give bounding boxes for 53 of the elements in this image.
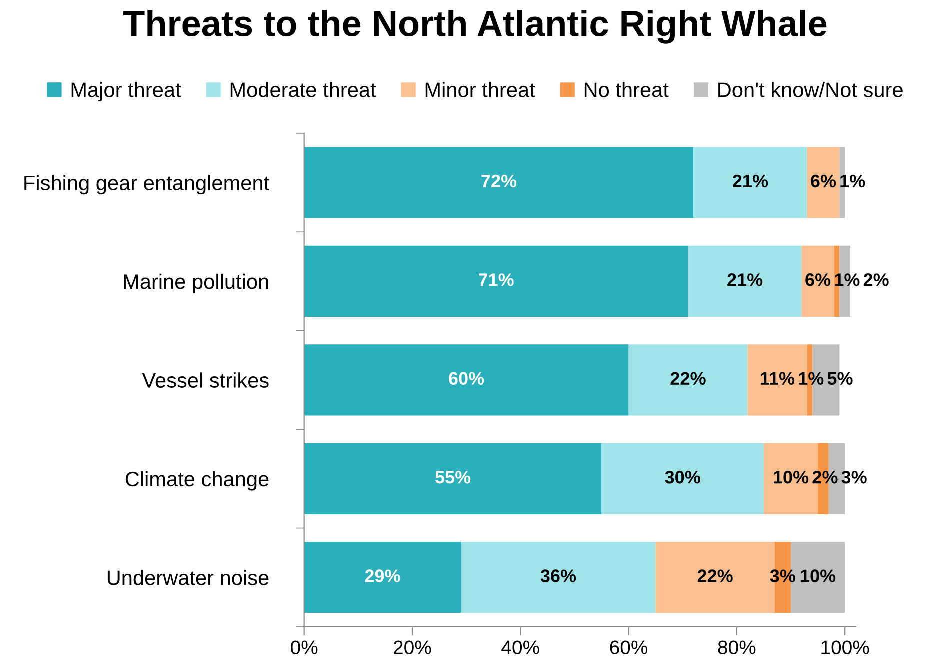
y-tick-label: Marine pollution <box>124 274 268 294</box>
bar <box>802 246 834 318</box>
legend-label: Don't know/Not sure <box>718 82 903 98</box>
x-tick-label: 60% <box>610 640 648 654</box>
y-tick-label: Fishing gear entanglement <box>24 175 270 195</box>
bar <box>304 147 694 218</box>
bar <box>688 246 802 318</box>
data-label: 36% <box>540 570 576 582</box>
bar <box>694 147 808 218</box>
data-label: 2% <box>812 470 838 484</box>
data-label: 5% <box>828 372 853 386</box>
y-tick-label: Underwater noise <box>108 570 269 586</box>
bar <box>628 344 748 416</box>
data-label: 3% <box>842 470 867 484</box>
bar <box>807 147 840 218</box>
data-label: 29% <box>365 570 400 582</box>
bar <box>461 542 656 614</box>
y-tick-label: Climate change <box>126 471 269 491</box>
bar <box>304 443 602 514</box>
legend-label: Minor threat <box>426 82 536 98</box>
data-label: 22% <box>670 372 706 385</box>
data-label: 60% <box>449 372 484 386</box>
x-tick-label: 80% <box>718 640 756 654</box>
bar <box>304 246 688 318</box>
x-tick-label: 0% <box>291 640 318 654</box>
y-tick-label: Vessel strikes <box>142 372 269 388</box>
data-label: 72% <box>482 174 517 188</box>
data-label: 71% <box>479 274 514 286</box>
data-label: 1% <box>799 372 824 385</box>
data-label: 3% <box>770 570 796 582</box>
bar <box>304 542 462 614</box>
data-label: 10% <box>774 470 809 484</box>
legend-label: Moderate threat <box>230 82 376 98</box>
legend-label: No threat <box>584 82 669 98</box>
data-label: 22% <box>698 570 733 582</box>
legend-label: Major threat <box>72 82 182 102</box>
x-tick-label: 40% <box>502 640 540 654</box>
x-tick-label: 20% <box>394 640 432 654</box>
data-label: 10% <box>801 570 836 582</box>
bar <box>602 443 764 514</box>
data-label: 1% <box>835 274 860 286</box>
data-label: 11% <box>761 372 795 385</box>
data-label: 6% <box>806 274 831 286</box>
data-label: 55% <box>436 471 471 484</box>
chart-title: Threats to the North Atlantic Right Whale <box>124 10 827 44</box>
bar <box>304 344 629 416</box>
data-label: 2% <box>864 274 889 286</box>
x-tick-label: 100% <box>822 640 870 654</box>
data-label: 21% <box>733 174 768 188</box>
data-label: 21% <box>728 274 763 286</box>
data-label: 6% <box>811 174 836 188</box>
data-label: 30% <box>665 470 700 484</box>
data-label: 1% <box>840 174 866 188</box>
